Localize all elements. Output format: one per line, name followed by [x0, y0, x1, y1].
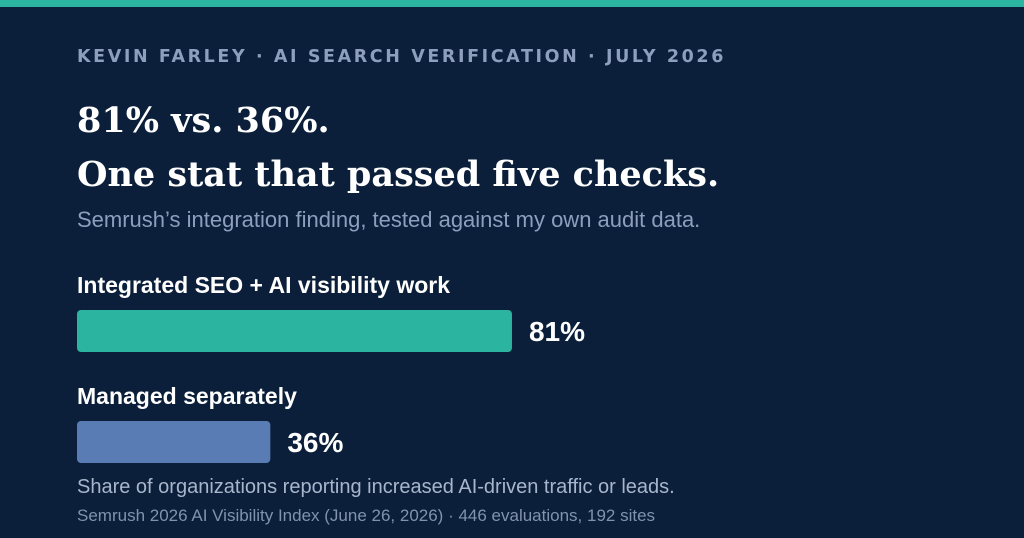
category-label-separate: Managed separately	[77, 383, 297, 409]
source-note: Semrush 2026 AI Visibility Index (June 2…	[77, 506, 656, 525]
category-label-integrated: Integrated SEO + AI visibility work	[77, 272, 450, 298]
bar-separate	[77, 421, 271, 463]
top-accent-stripe	[0, 0, 1024, 7]
value-label-separate: 36%	[287, 427, 343, 458]
headline-line-1: 81% vs. 36%.	[77, 100, 330, 141]
headline-line-2: One stat that passed five checks.	[77, 154, 720, 195]
value-label-integrated: 81%	[529, 316, 585, 347]
eyebrow-byline: KEVIN FARLEY · AI SEARCH VERIFICATION · …	[77, 47, 726, 67]
subtitle: Semrush’s integration finding, tested ag…	[77, 207, 701, 232]
headline: 81% vs. 36%. One stat that passed five c…	[77, 94, 719, 202]
bar-integrated	[77, 310, 512, 352]
chart-caption: Share of organizations reporting increas…	[77, 476, 675, 498]
